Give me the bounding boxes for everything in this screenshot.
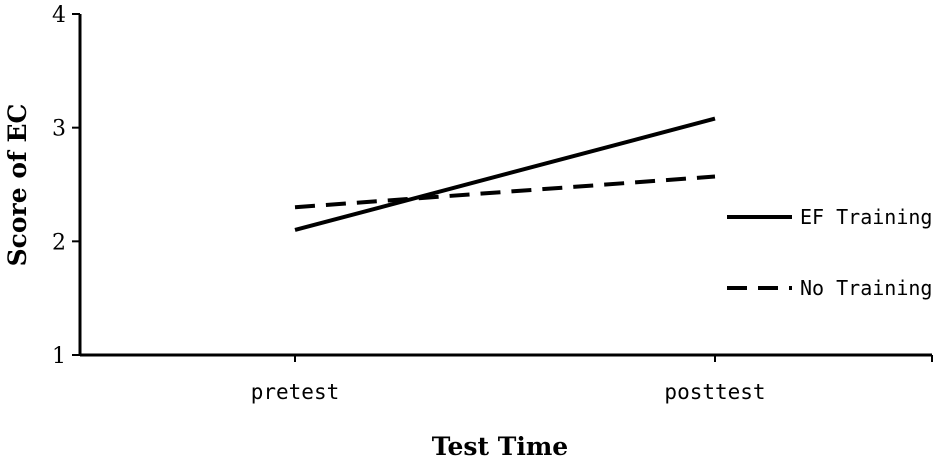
legend-label: EF Training <box>800 205 932 229</box>
y-ticks: 1 2 3 4 <box>52 3 80 369</box>
y-tick-label: 1 <box>52 344 66 369</box>
x-ticks: pretest posttest <box>251 355 933 404</box>
x-axis-title: Test Time <box>432 432 568 461</box>
legend: EF Training No Training <box>727 205 932 300</box>
y-tick-label: 3 <box>52 117 66 142</box>
y-tick-label: 4 <box>52 3 66 28</box>
legend-label: No Training <box>800 276 932 300</box>
y-tick-label: 2 <box>52 230 66 255</box>
x-tick-label: posttest <box>664 380 765 404</box>
series-line-ef-training <box>294 116 716 232</box>
x-tick-label: pretest <box>251 380 340 404</box>
y-axis-title: Score of EC <box>3 104 32 267</box>
series-layer <box>294 116 716 232</box>
series-line-no-training <box>294 174 716 210</box>
axes <box>78 14 932 357</box>
